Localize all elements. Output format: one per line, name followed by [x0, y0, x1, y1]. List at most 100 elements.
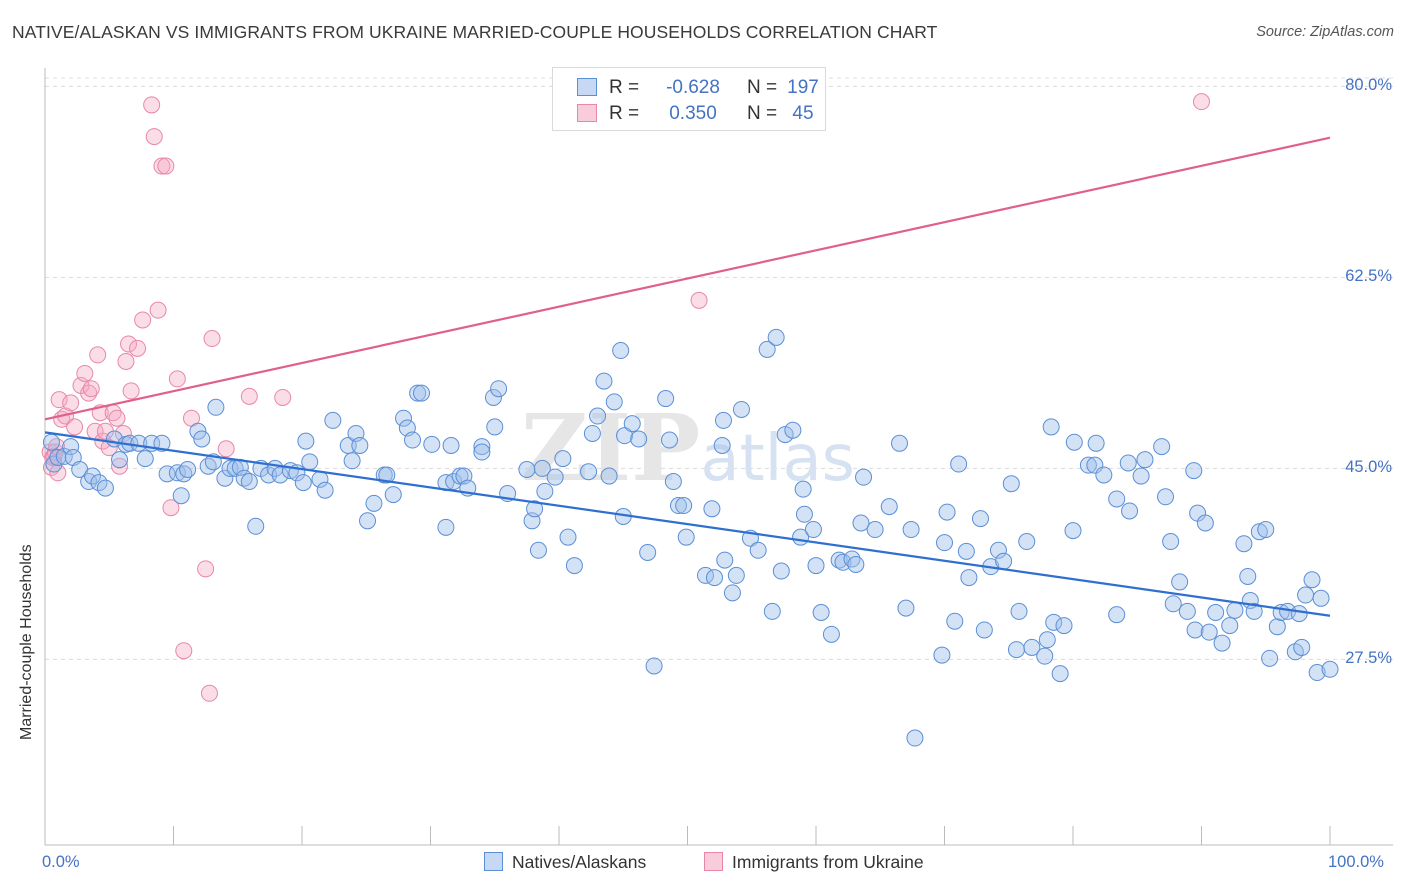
- data-point-ukraine: [168, 370, 186, 388]
- data-point-natives: [758, 340, 776, 358]
- data-point-natives: [946, 612, 964, 630]
- data-point-natives: [451, 467, 469, 485]
- data-point-natives: [526, 500, 544, 518]
- data-point-natives: [294, 474, 312, 492]
- data-point-natives: [670, 497, 688, 515]
- data-point-natives: [605, 393, 623, 411]
- data-point-ukraine: [203, 330, 221, 348]
- data-point-natives: [554, 450, 572, 468]
- data-point-natives: [193, 430, 211, 448]
- series-natives-alaskans: [42, 328, 1339, 747]
- data-point-ukraine: [108, 409, 126, 427]
- data-point-ukraine: [143, 96, 161, 114]
- legend-item-ukraine: Immigrants from Ukraine: [704, 852, 924, 873]
- data-point-ukraine: [690, 291, 708, 309]
- data-point-natives: [784, 421, 802, 439]
- data-point-natives: [763, 602, 781, 620]
- legend-swatch-natives: [484, 852, 503, 871]
- data-point-ukraine: [82, 380, 100, 398]
- data-point-natives: [1171, 573, 1189, 591]
- data-point-natives: [473, 443, 491, 461]
- data-point-natives: [716, 551, 734, 569]
- data-point-ukraine: [1193, 93, 1210, 111]
- data-point-natives: [153, 434, 171, 452]
- data-point-natives: [772, 562, 790, 580]
- data-point-natives: [1079, 456, 1097, 474]
- data-point-natives: [378, 466, 396, 484]
- data-point-natives: [437, 518, 455, 536]
- data-point-natives: [657, 390, 675, 408]
- data-point-natives: [1261, 649, 1279, 667]
- data-point-natives: [1185, 462, 1203, 480]
- data-point-natives: [1121, 502, 1139, 520]
- data-point-natives: [1308, 664, 1326, 682]
- series-immigrants-from-ukraine: [41, 93, 1210, 702]
- data-point-ukraine: [120, 335, 138, 353]
- data-point-natives: [732, 400, 750, 418]
- data-point-natives: [957, 542, 975, 560]
- data-point-natives: [897, 599, 915, 617]
- data-point-natives: [423, 435, 441, 453]
- data-point-natives: [1108, 606, 1126, 624]
- data-point-natives: [960, 569, 978, 587]
- data-point-natives: [1213, 634, 1231, 652]
- data-point-natives: [1303, 571, 1321, 589]
- data-point-natives: [1239, 567, 1257, 585]
- data-point-ukraine: [89, 346, 107, 364]
- data-point-natives: [1268, 618, 1286, 636]
- data-point-natives: [950, 455, 968, 473]
- data-point-natives: [834, 553, 852, 571]
- r-value: 0.350: [669, 103, 717, 124]
- data-point-natives: [136, 450, 154, 468]
- data-point-natives: [189, 422, 207, 440]
- data-point-natives: [1257, 521, 1275, 539]
- data-point-natives: [616, 427, 634, 445]
- data-point-natives: [847, 555, 865, 573]
- trendlines: [44, 136, 1331, 617]
- data-point-natives: [42, 433, 60, 451]
- data-point-natives: [316, 481, 334, 499]
- data-point-natives: [1164, 595, 1182, 613]
- legend-swatch-ukraine: [704, 852, 723, 871]
- data-point-ukraine: [157, 157, 175, 175]
- data-point-natives: [1064, 522, 1082, 540]
- data-point-natives: [891, 434, 909, 452]
- data-point-ukraine: [62, 394, 80, 412]
- data-point-natives: [1221, 617, 1239, 635]
- source-label: Source: ZipAtlas.com: [1256, 24, 1394, 40]
- data-point-ukraine: [145, 128, 163, 146]
- r-label: R =: [609, 77, 640, 98]
- data-point-ukraine: [49, 464, 67, 482]
- data-point-natives: [583, 424, 601, 442]
- y-tick-label: 27.5%: [1345, 649, 1392, 668]
- data-point-natives: [749, 541, 767, 559]
- data-point-natives: [1136, 451, 1154, 469]
- data-point-natives: [1250, 523, 1268, 541]
- data-point-natives: [1055, 617, 1073, 635]
- y-axis-label: Married-couple Households: [18, 544, 35, 740]
- data-point-natives: [1321, 660, 1339, 678]
- data-point-natives: [395, 409, 413, 427]
- data-point-natives: [623, 415, 641, 433]
- data-point-natives: [630, 430, 648, 448]
- data-point-natives: [260, 466, 278, 484]
- r-value: -0.628: [666, 77, 720, 98]
- data-point-ukraine: [274, 388, 292, 406]
- data-point-natives: [240, 473, 258, 491]
- data-point-natives: [714, 411, 732, 429]
- data-point-natives: [442, 436, 460, 454]
- data-point-ukraine: [200, 684, 218, 702]
- data-point-natives: [168, 464, 186, 482]
- data-point-natives: [297, 432, 315, 450]
- data-point-natives: [713, 436, 731, 454]
- data-point-natives: [580, 463, 598, 481]
- x-tick-label: 100.0%: [1328, 853, 1384, 871]
- data-point-natives: [664, 473, 682, 491]
- legend-label-ukraine: Immigrants from Ukraine: [732, 852, 924, 872]
- data-point-natives: [235, 469, 253, 487]
- data-point-ukraine: [134, 311, 152, 329]
- data-point-natives: [351, 436, 369, 454]
- data-point-natives: [1018, 533, 1036, 551]
- data-point-natives: [906, 729, 924, 747]
- n-label: N =: [747, 77, 778, 98]
